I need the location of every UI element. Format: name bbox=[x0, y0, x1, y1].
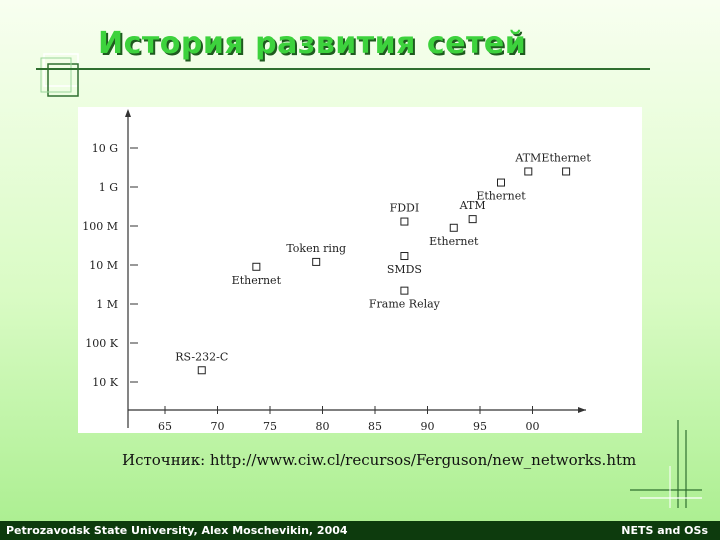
data-point-label: Token ring bbox=[286, 242, 346, 255]
x-tick-label: 65 bbox=[158, 420, 172, 433]
data-point bbox=[524, 167, 533, 176]
data-point bbox=[400, 217, 409, 226]
y-tick-label: 100 M bbox=[82, 220, 118, 233]
decorative-lines-bottom bbox=[630, 420, 702, 508]
decorative-squares-top bbox=[40, 53, 79, 97]
chart-panel: 65 70 75 80 85 90 95 00 10 K 100 K 1 M 10 M 100 M 1 G… bbox=[78, 107, 642, 433]
y-tick-label: 1 M bbox=[96, 298, 118, 311]
data-point-label: Ethernet bbox=[232, 274, 282, 287]
y-tick-label: 10 K bbox=[92, 376, 118, 389]
data-point-label: Ethernet bbox=[541, 151, 591, 164]
title-underline bbox=[36, 68, 650, 70]
data-point bbox=[497, 178, 505, 187]
x-tick-label: 75 bbox=[263, 420, 277, 433]
data-point-label: ATM bbox=[459, 199, 486, 212]
data-point bbox=[449, 223, 458, 232]
data-point-label: Frame Relay bbox=[369, 298, 441, 311]
data-point-label: Ethernet bbox=[476, 190, 526, 203]
footer-author: Petrozavodsk State University, Alex Mosc… bbox=[6, 524, 348, 537]
x-tick-label: 80 bbox=[316, 420, 330, 433]
footer-course: NETS and OSs bbox=[621, 524, 708, 537]
x-tick-label: 85 bbox=[368, 420, 382, 433]
x-tick-label: 90 bbox=[421, 420, 435, 433]
y-axis-arrow bbox=[125, 109, 131, 117]
y-tick-label: 1 G bbox=[99, 181, 118, 194]
x-axis-arrow bbox=[578, 407, 586, 413]
data-point-label: RS-232-C bbox=[175, 350, 228, 363]
y-tick-label: 10 M bbox=[89, 259, 118, 272]
data-point bbox=[562, 167, 571, 176]
x-tick-label: 95 bbox=[473, 420, 487, 433]
data-point bbox=[197, 366, 206, 375]
slide-title: История развития сетей bbox=[98, 26, 527, 61]
data-point-label: FDDI bbox=[390, 202, 420, 215]
data-point-label: ATM bbox=[514, 151, 541, 164]
data-point bbox=[400, 252, 409, 261]
network-speed-chart: 65 70 75 80 85 90 95 00 10 K 100 K 1 M 10 M 100 M 1 G… bbox=[82, 109, 591, 433]
y-tick-label: 100 K bbox=[85, 337, 118, 350]
footer-bar: Petrozavodsk State University, Alex Mosc… bbox=[0, 521, 720, 540]
data-point bbox=[468, 215, 477, 224]
source-citation: Источник: http://www.ciw.cl/recursos/Fer… bbox=[122, 451, 637, 469]
x-tick-label: 70 bbox=[211, 420, 225, 433]
x-tick-label: 00 bbox=[526, 420, 540, 433]
data-point bbox=[400, 286, 409, 295]
data-point-label: Ethernet bbox=[429, 235, 479, 248]
data-point bbox=[312, 257, 321, 266]
data-point-label: SMDS bbox=[387, 263, 422, 276]
y-tick-label: 10 G bbox=[92, 142, 118, 155]
data-point bbox=[252, 262, 261, 271]
